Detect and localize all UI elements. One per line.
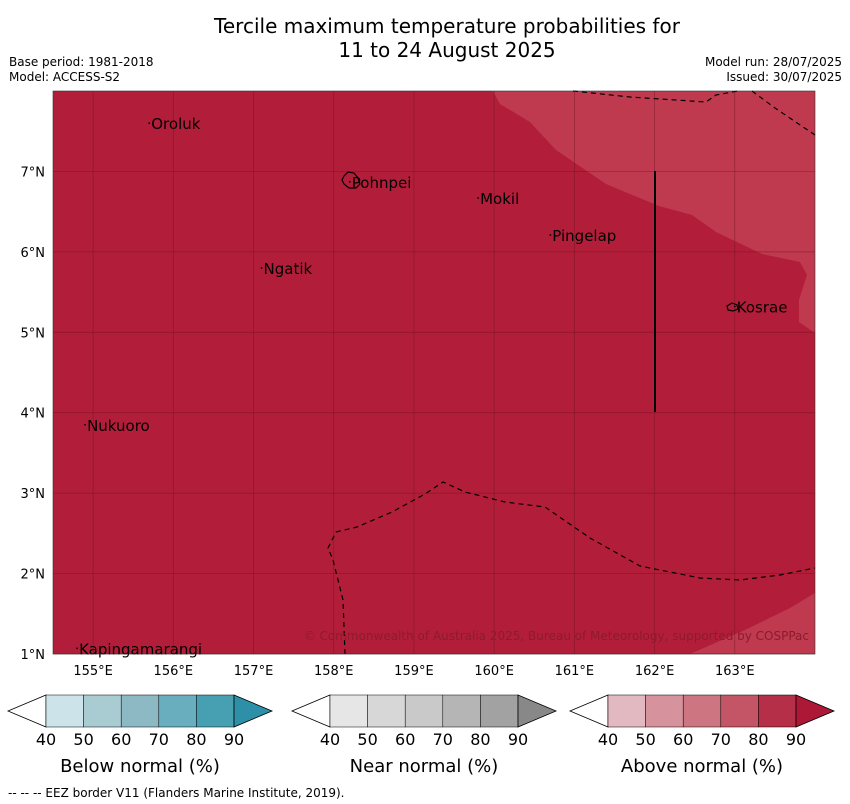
colorbar-tick-label: 60 bbox=[673, 730, 693, 749]
lat-tick-label: 1°N bbox=[21, 648, 46, 663]
lon-tick-label: 162°E bbox=[635, 664, 675, 679]
colorbar-bin bbox=[329, 694, 368, 728]
place-label: Kapingamarangi bbox=[79, 640, 202, 658]
colorbar-tick-label: 90 bbox=[786, 730, 806, 749]
colorbar-2: 40 50 60 70 80 90 Near normal (%) bbox=[290, 694, 558, 777]
colorbar-bin bbox=[404, 694, 444, 728]
colorbar-tick-label: 80 bbox=[186, 730, 206, 749]
colorbar-label: Below normal (%) bbox=[60, 756, 220, 777]
lon-tick-label: 155°E bbox=[73, 664, 113, 679]
colorbar-tick-label: 40 bbox=[36, 730, 56, 749]
lon-tick-label: 161°E bbox=[555, 664, 595, 679]
meta-right: Model run: 28/07/2025 Issued: 30/07/2025 bbox=[705, 55, 842, 85]
eez-border-north bbox=[572, 90, 739, 103]
lon-tick-label: 157°E bbox=[234, 664, 274, 679]
place-marker bbox=[477, 197, 480, 199]
place-label: Pingelap bbox=[552, 227, 616, 245]
place-label: Ngatik bbox=[264, 260, 313, 278]
place-marker bbox=[76, 647, 78, 650]
axis-tick-labels: 155°E 156°E 157°E 158°E 159°E 160°E 161°E 162°E… bbox=[21, 165, 755, 679]
lat-tick-label: 4°N bbox=[21, 407, 46, 422]
colorbar-tick-label: 70 bbox=[149, 730, 169, 749]
place-label: Pohnpei bbox=[352, 174, 412, 192]
colorbar-low-extension bbox=[290, 694, 331, 728]
pohnpei-island-outline bbox=[341, 171, 361, 189]
colorbar-low-extension bbox=[6, 694, 47, 728]
eez-borders bbox=[327, 90, 816, 655]
colorbar-bin bbox=[720, 694, 759, 728]
place-marker bbox=[148, 122, 151, 125]
lat-tick-label: 5°N bbox=[21, 326, 46, 341]
colorbar-tick-label: 80 bbox=[748, 730, 768, 749]
colorbar-tick-label: 50 bbox=[635, 730, 655, 749]
map-frame bbox=[52, 90, 816, 655]
colorbar-label: Near normal (%) bbox=[350, 756, 499, 777]
lat-tick-label: 7°N bbox=[21, 165, 46, 180]
colorbar-bin bbox=[682, 694, 722, 728]
meta-left: Base period: 1981-2018 Model: ACCESS-S2 bbox=[9, 55, 154, 85]
lat-tick-label: 2°N bbox=[21, 568, 46, 583]
model-run-text: Model run: 28/07/2025 bbox=[704, 55, 842, 69]
place-marker bbox=[260, 267, 263, 269]
colorbar-tick-label: 90 bbox=[224, 730, 244, 749]
base-period-text: Base period: 1981-2018 bbox=[9, 55, 154, 69]
lon-tick-label: 160°E bbox=[474, 664, 514, 679]
colorbar-bin bbox=[196, 694, 235, 728]
colorbar-bin bbox=[607, 694, 646, 728]
place-marker bbox=[549, 234, 552, 236]
colorbar-bin bbox=[442, 694, 481, 728]
colorbar-tick-label: 40 bbox=[320, 730, 340, 749]
colorbar-bin bbox=[45, 694, 84, 728]
lon-tick-label: 159°E bbox=[394, 664, 434, 679]
place-marker bbox=[84, 423, 86, 426]
lat-tick-label: 6°N bbox=[21, 246, 46, 261]
kosrae-island-outline bbox=[726, 302, 739, 312]
place-label: Nukuoro bbox=[87, 417, 150, 435]
place-label: Mokil bbox=[480, 190, 519, 208]
colorbar-tick-label: 50 bbox=[357, 730, 377, 749]
colorbar-tick-label: 70 bbox=[711, 730, 731, 749]
lat-tick-label: 3°N bbox=[21, 487, 46, 502]
lon-tick-label: 156°E bbox=[154, 664, 194, 679]
colorbar-tick-label: 60 bbox=[111, 730, 131, 749]
colorbar-tick-label: 80 bbox=[470, 730, 490, 749]
colorbar-low-extension bbox=[568, 694, 609, 728]
map-area: Oroluk Pohnpei Mokil Pingelap Ngatik Kosrae Nu… bbox=[52, 90, 816, 658]
colorbar-tick-label: 70 bbox=[433, 730, 453, 749]
lon-tick-label: 158°E bbox=[314, 664, 354, 679]
place-marker bbox=[733, 305, 736, 308]
issued-text: Issued: 30/07/2025 bbox=[726, 70, 842, 84]
lighter-probability-area-southeast bbox=[690, 593, 815, 654]
colorbar-high-extension bbox=[233, 694, 274, 728]
colorbar-bin bbox=[83, 694, 122, 728]
colorbar-high-extension bbox=[795, 694, 836, 728]
chart-title: Tercile maximum temperature probabilitie… bbox=[0, 14, 850, 62]
lon-tick-label: 163°E bbox=[715, 664, 755, 679]
colorbar-bin bbox=[367, 694, 406, 728]
model-text: Model: ACCESS-S2 bbox=[9, 70, 121, 84]
copyright-text: © Commonwealth of Australia 2025, Bureau… bbox=[304, 629, 809, 643]
colorbar-tick-label: 60 bbox=[395, 730, 415, 749]
colorbar-high-extension bbox=[517, 694, 558, 728]
colorbar-bin bbox=[158, 694, 197, 728]
eez-border-northeast bbox=[751, 90, 816, 136]
place-label: Oroluk bbox=[151, 115, 200, 133]
colorbar-bin bbox=[645, 694, 684, 728]
colorbar-bin bbox=[120, 694, 160, 728]
colorbar-tick-label: 40 bbox=[598, 730, 618, 749]
colorbar-tick-label: 90 bbox=[508, 730, 528, 749]
eez-footnote: -- -- -- EEZ border V11 (Flanders Marine… bbox=[8, 786, 345, 800]
place-label: Kosrae bbox=[737, 299, 788, 317]
colorbar-tick-label: 50 bbox=[73, 730, 93, 749]
colorbar-bin bbox=[758, 694, 797, 728]
title-line-1: Tercile maximum temperature probabilitie… bbox=[214, 14, 680, 38]
colorbar-bin bbox=[480, 694, 519, 728]
colorbar-label: Above normal (%) bbox=[621, 756, 783, 777]
title-line-2: 11 to 24 August 2025 bbox=[338, 38, 556, 62]
place-marker bbox=[348, 180, 351, 183]
